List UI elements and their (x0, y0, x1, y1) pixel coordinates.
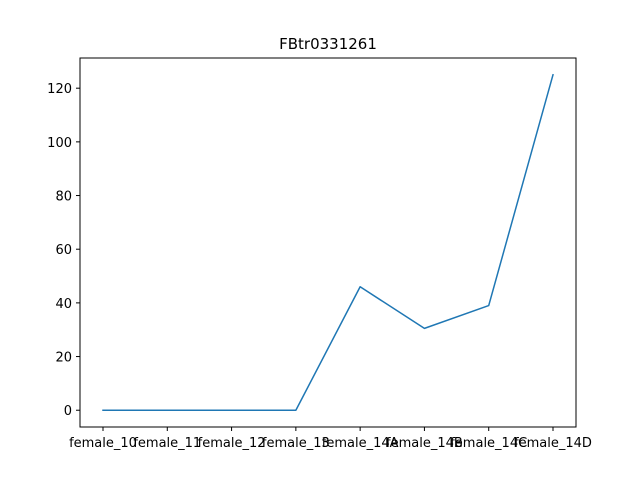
y-tick-label-3: 60 (55, 243, 72, 258)
y-tick-label-2: 40 (55, 297, 72, 312)
x-tick-label-1: female_11 (133, 436, 201, 451)
series-line-0 (102, 73, 554, 411)
y-tick-label-1: 20 (55, 351, 72, 366)
y-tick-label-5: 100 (47, 136, 72, 151)
x-tick-label-5: female_14B (386, 436, 463, 451)
x-tick-label-2: female_12 (198, 436, 266, 451)
chart-title: FBtr0331261 (279, 35, 377, 53)
x-tick-label-0: female_10 (69, 436, 137, 451)
y-tick-label-0: 0 (64, 404, 72, 419)
axes-frame (79, 57, 577, 428)
y-tick-label-4: 80 (55, 190, 72, 205)
y-tick-label-6: 120 (47, 82, 72, 97)
x-tick-label-6: female_14C (450, 436, 527, 451)
x-tick-label-7: female_14D (514, 436, 592, 451)
x-tick-label-4: female_14A (322, 436, 399, 451)
plot-area: 020406080100120female_10female_11female_… (47, 57, 592, 451)
x-tick-label-3: female_13 (262, 436, 330, 451)
